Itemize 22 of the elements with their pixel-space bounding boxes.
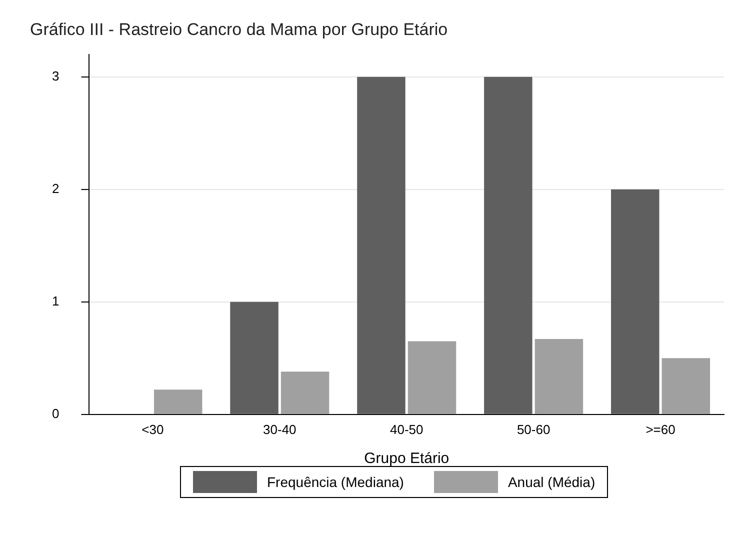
bar bbox=[662, 358, 710, 414]
bar bbox=[408, 341, 456, 414]
x-tick-label: 40-50 bbox=[390, 422, 424, 437]
y-tick-label: 1 bbox=[52, 293, 60, 308]
x-axis-title: Grupo Etário bbox=[364, 450, 450, 468]
bar bbox=[611, 189, 660, 414]
bar bbox=[484, 76, 532, 414]
legend-label: Frequência (Mediana) bbox=[267, 474, 404, 490]
y-tick-label: 3 bbox=[52, 68, 60, 84]
y-tick-label: 0 bbox=[52, 406, 60, 421]
x-tick-label: <30 bbox=[142, 422, 164, 437]
legend-label: Anual (Média) bbox=[508, 474, 596, 490]
y-tick-label: 2 bbox=[52, 180, 60, 196]
bar bbox=[280, 372, 330, 414]
chart-title: Gráfico III - Rastreio Cancro da Mama por Grupo Etário bbox=[30, 20, 448, 39]
bar bbox=[534, 339, 584, 414]
x-tick-label: 50-60 bbox=[516, 422, 550, 437]
bar bbox=[154, 390, 202, 414]
bar bbox=[357, 76, 406, 414]
x-tick-label: 30-40 bbox=[263, 422, 296, 437]
bar bbox=[230, 302, 278, 414]
x-tick-label: >=60 bbox=[646, 422, 676, 437]
